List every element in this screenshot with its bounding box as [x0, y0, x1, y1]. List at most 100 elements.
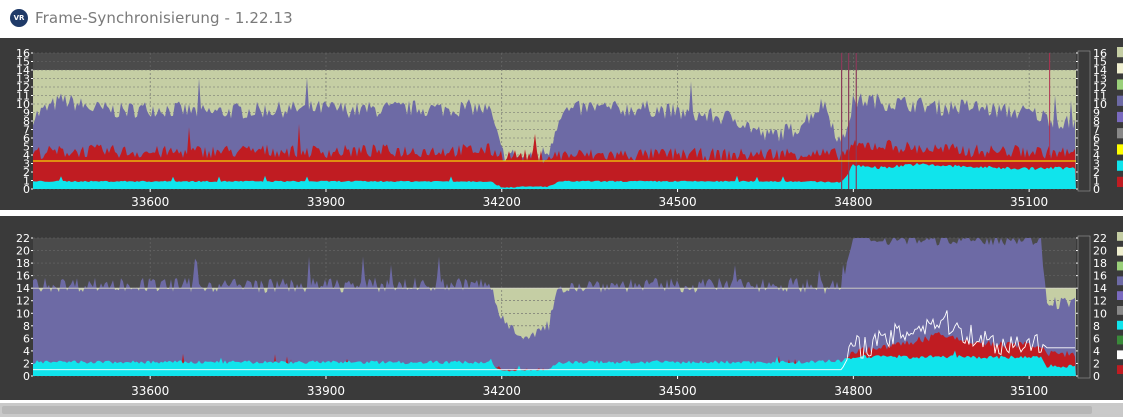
y-tick-label-left: 10 [16, 98, 30, 111]
legend-swatch[interactable] [1117, 79, 1123, 90]
y-tick-label-left: 2 [23, 166, 30, 179]
x-tick-label: 35100 [1010, 195, 1048, 209]
y-tick-label-left: 14 [16, 64, 30, 77]
y-tick-label-left: 0 [23, 370, 30, 383]
y-tick-label-left: 0 [23, 183, 30, 196]
series-line-3 [33, 310, 1075, 371]
y-tick-label-left: 1 [23, 175, 30, 188]
legend-swatch[interactable] [1117, 176, 1123, 187]
legend-swatch[interactable] [1117, 232, 1123, 241]
legend-swatch[interactable] [1117, 365, 1123, 374]
app-logo-icon: VR [10, 9, 28, 27]
y-tick-label-right: 9 [1093, 107, 1100, 120]
legend-swatch[interactable] [1117, 47, 1123, 58]
right-axis-box [1077, 50, 1091, 192]
y-tick-label-right: 12 [1093, 295, 1107, 308]
legend-swatch[interactable] [1117, 95, 1123, 106]
y-tick-label-right: 0 [1093, 370, 1100, 383]
y-tick-label-right: 16 [1093, 270, 1107, 283]
y-tick-label-left: 16 [16, 47, 30, 60]
x-tick-label: 34800 [834, 384, 872, 398]
legend-swatch[interactable] [1117, 350, 1123, 360]
x-tick-label: 34200 [483, 195, 521, 209]
y-tick-label-left: 15 [16, 56, 30, 69]
y-tick-label-right: 8 [1093, 115, 1100, 128]
legend-swatch[interactable] [1117, 144, 1123, 155]
y-tick-label-right: 20 [1093, 245, 1107, 258]
y-tick-label-right: 13 [1093, 73, 1107, 86]
y-tick-label-left: 16 [16, 270, 30, 283]
y-tick-label-right: 10 [1093, 307, 1107, 320]
title-bar: VR Frame-Synchronisierung - 1.22.13 [0, 0, 1123, 37]
y-tick-label-right: 12 [1093, 81, 1107, 94]
y-tick-label-right: 5 [1093, 141, 1100, 154]
y-tick-label-right: 18 [1093, 257, 1107, 270]
y-tick-label-right: 1 [1093, 175, 1100, 188]
y-tick-label-right: 2 [1093, 357, 1100, 370]
y-tick-label-left: 12 [16, 81, 30, 94]
y-tick-label-right: 10 [1093, 98, 1107, 111]
legend-swatch[interactable] [1117, 128, 1123, 139]
y-tick-label-right: 6 [1093, 132, 1100, 145]
y-tick-label-right: 0 [1093, 183, 1100, 196]
y-tick-label-left: 11 [16, 90, 30, 103]
frametime-chart-top: 0 0 1 1 2 2 3 3 4 4 5 5 6 6 7 7 8 8 9 9 10 10 11 11 12 12 13 13 14 14… [0, 38, 1123, 210]
x-tick-label: 34500 [658, 195, 696, 209]
y-tick-label-right: 2 [1093, 166, 1100, 179]
horizontal-scrollbar[interactable] [0, 403, 1123, 417]
scrollbar-thumb[interactable] [2, 406, 1092, 414]
y-tick-label-right: 14 [1093, 282, 1107, 295]
y-tick-label-left: 14 [16, 282, 30, 295]
y-tick-label-right: 11 [1093, 90, 1107, 103]
legend-swatch[interactable] [1117, 291, 1123, 300]
y-tick-label-left: 9 [23, 107, 30, 120]
y-tick-label-left: 22 [16, 232, 30, 245]
y-tick-label-left: 18 [16, 257, 30, 270]
y-tick-label-left: 13 [16, 73, 30, 86]
series-area-2 [33, 163, 1076, 189]
series-area-1 [33, 124, 1076, 189]
y-tick-label-left: 8 [23, 115, 30, 128]
y-tick-label-left: 7 [23, 124, 30, 137]
legend-swatch[interactable] [1117, 160, 1123, 171]
legend-swatch[interactable] [1117, 246, 1123, 256]
frametime-chart-bottom: 0 0 2 2 4 4 6 6 8 8 10 10 12 12 14 14 16 16 18 18 20 20 22 22 33… [0, 216, 1123, 400]
y-tick-label-left: 10 [16, 307, 30, 320]
window-title: Frame-Synchronisierung - 1.22.13 [35, 9, 293, 27]
legend-swatch[interactable] [1117, 63, 1123, 74]
y-tick-label-right: 3 [1093, 158, 1100, 171]
x-tick-label: 34200 [483, 384, 521, 398]
y-tick-label-left: 5 [23, 141, 30, 154]
legend-swatch[interactable] [1117, 335, 1123, 345]
y-tick-label-right: 7 [1093, 124, 1100, 137]
y-tick-label-left: 6 [23, 132, 30, 145]
chart-separator [0, 210, 1123, 216]
y-tick-label-left: 4 [23, 345, 30, 358]
legend-swatch[interactable] [1117, 261, 1123, 271]
y-tick-label-right: 14 [1093, 64, 1107, 77]
y-tick-label-left: 6 [23, 332, 30, 345]
series-area-0 [33, 238, 1076, 376]
y-tick-label-right: 22 [1093, 232, 1107, 245]
y-tick-label-left: 4 [23, 149, 30, 162]
y-tick-label-left: 12 [16, 295, 30, 308]
right-axis-box [1077, 235, 1091, 379]
y-tick-label-right: 4 [1093, 345, 1100, 358]
x-tick-label: 33600 [131, 384, 169, 398]
y-tick-label-right: 8 [1093, 320, 1100, 333]
legend-swatch[interactable] [1117, 306, 1123, 315]
x-tick-label: 33900 [307, 384, 345, 398]
y-tick-label-left: 8 [23, 320, 30, 333]
x-tick-label: 34500 [658, 384, 696, 398]
legend-swatch[interactable] [1117, 320, 1123, 330]
y-tick-label-right: 15 [1093, 56, 1107, 69]
x-tick-label: 35100 [1010, 384, 1048, 398]
legend-swatch[interactable] [1117, 276, 1123, 286]
x-tick-label: 34800 [834, 195, 872, 209]
y-tick-label-left: 3 [23, 158, 30, 171]
x-tick-label: 33600 [131, 195, 169, 209]
y-tick-label-right: 4 [1093, 149, 1100, 162]
y-tick-label-right: 6 [1093, 332, 1100, 345]
legend-swatch[interactable] [1117, 111, 1123, 123]
